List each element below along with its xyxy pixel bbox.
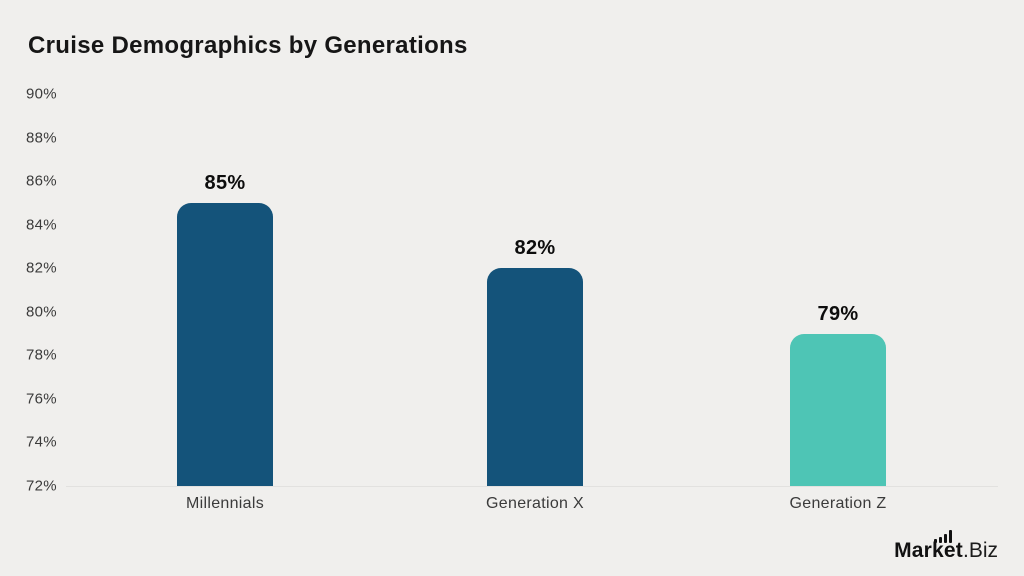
x-axis-label-generation-z: Generation Z <box>789 495 887 512</box>
y-axis-tick: 84% <box>26 216 57 234</box>
bar-value-label: 79% <box>817 302 859 325</box>
y-axis-tick: 72% <box>26 477 57 495</box>
bar-generation-z <box>790 333 886 486</box>
y-axis-tick: 76% <box>26 390 57 408</box>
logo-text: Market .Biz <box>894 530 998 563</box>
market-biz-logo: Market .Biz <box>894 530 998 563</box>
logo-light-text: .Biz <box>962 539 998 562</box>
chart-title: Cruise Demographics by Generations <box>28 32 468 59</box>
bar-chart-icon <box>934 530 953 543</box>
y-axis-tick: 78% <box>26 346 57 364</box>
bar-generation-x <box>487 268 583 486</box>
bar-millennials <box>177 202 273 486</box>
y-axis-tick: 74% <box>26 433 57 451</box>
bar-group-generation-z: 79% Generation Z <box>790 0 887 576</box>
bar-value-label: 82% <box>514 237 556 260</box>
bar-group-millennials: 85% Millennials <box>177 0 273 576</box>
bar-value-label: 85% <box>204 171 246 194</box>
x-axis-label-generation-x: Generation X <box>486 495 584 512</box>
logo-bold-text: Market <box>894 539 963 562</box>
y-axis-tick: 88% <box>26 129 57 147</box>
y-axis-tick: 80% <box>26 303 57 321</box>
y-axis-tick: 82% <box>26 259 57 277</box>
x-axis-line <box>66 486 998 487</box>
y-axis-tick: 90% <box>26 85 57 103</box>
y-axis-tick: 86% <box>26 172 57 190</box>
bar-group-generation-x: 82% Generation X <box>486 0 584 576</box>
x-axis-label-millennials: Millennials <box>186 495 264 512</box>
